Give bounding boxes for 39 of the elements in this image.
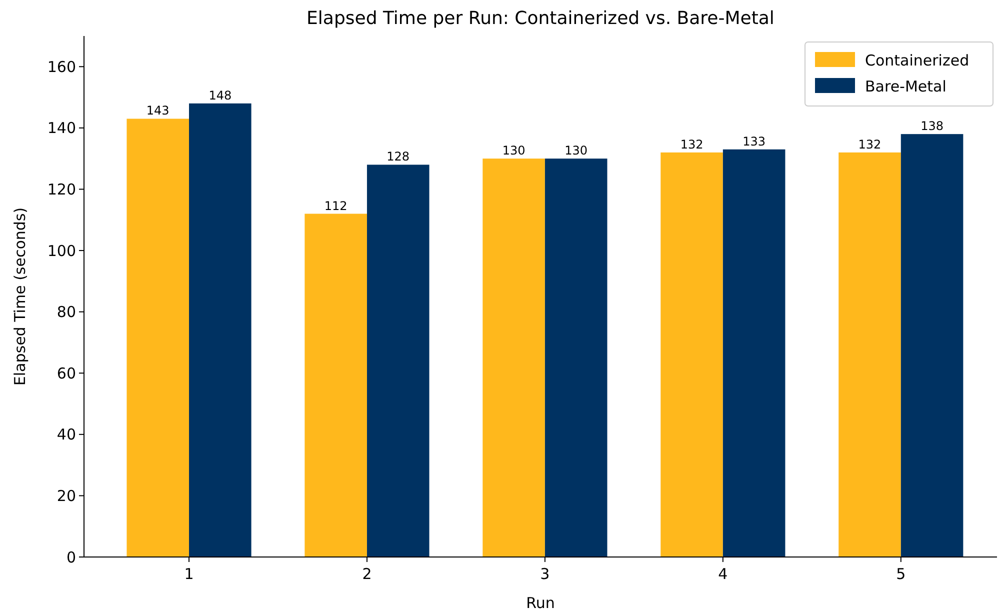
y-tick-label: 80 [56,303,76,322]
legend-label: Containerized [865,51,970,70]
y-tick-label: 0 [66,548,76,566]
data-label: 132 [858,137,882,152]
data-label: 138 [920,119,944,134]
y-axis-title: Elapsed Time (seconds) [11,207,29,386]
legend-label: Bare-Metal [865,77,946,96]
x-tick-label: 3 [540,565,550,583]
y-tick-label: 120 [47,180,76,198]
x-tick-label: 2 [362,565,372,583]
bar [544,158,608,557]
bar [482,158,545,557]
data-label: 112 [324,198,348,213]
bar [126,118,190,557]
y-tick-label: 100 [47,242,76,260]
data-label: 130 [502,144,526,158]
bar [304,214,367,557]
bar [838,152,901,557]
y-tick-label: 160 [47,58,76,76]
data-label: 133 [742,134,766,148]
data-label: 148 [208,88,232,102]
x-tick-label: 1 [184,565,194,583]
y-tick-label: 40 [56,426,76,444]
y-tick-label: 20 [56,486,76,505]
chart-title: Elapsed Time per Run: Containerized vs. Bare-Metal [306,8,774,29]
data-label: 128 [386,150,410,164]
data-label: 130 [564,144,588,158]
x-axis-title: Run [526,594,555,612]
y-tick-label: 60 [56,364,76,382]
x-tick-label: 4 [718,565,728,583]
bar [366,164,430,557]
x-tick-label: 5 [896,565,906,583]
bar [189,103,252,557]
data-label: 143 [146,104,170,118]
bar [900,134,964,557]
bar [660,152,723,557]
y-tick-label: 140 [47,119,76,138]
data-label: 132 [680,137,704,152]
bar [722,149,786,557]
